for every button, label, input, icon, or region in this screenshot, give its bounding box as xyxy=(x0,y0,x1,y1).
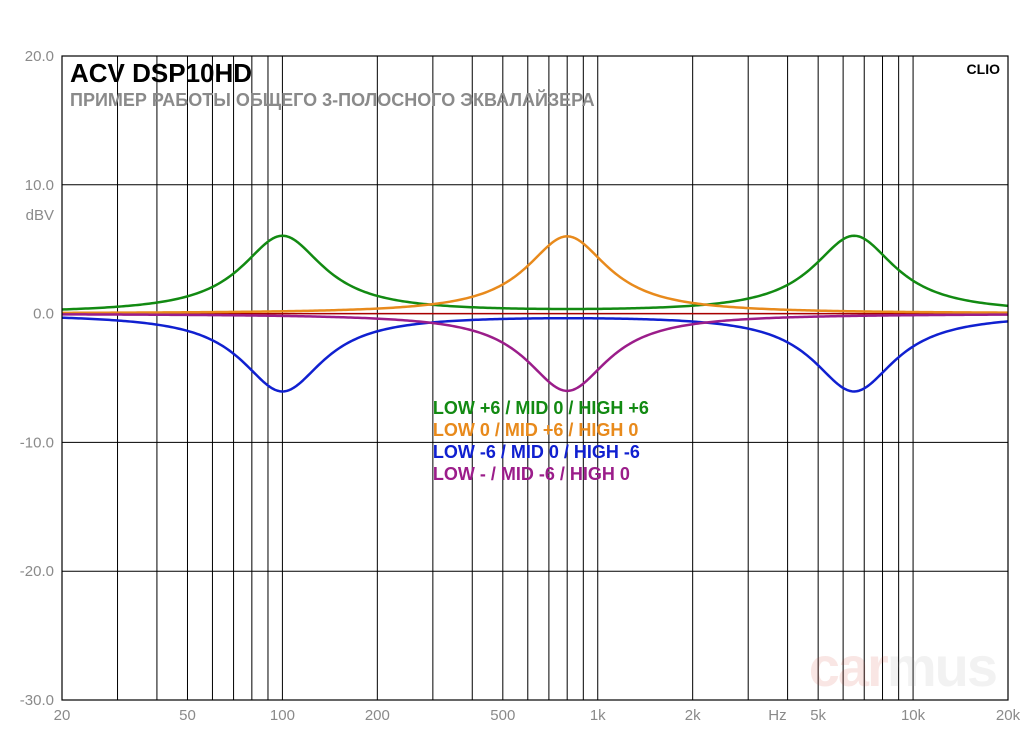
brand-label: CLIO xyxy=(967,61,1001,77)
chart-container: -30.0 -20.0 -10.0 0.0 10.0 20.0 dBV 20 50 100 200 5… xyxy=(0,0,1024,730)
x-tick-label: 20 xyxy=(54,707,71,724)
legend-item: LOW -6 / MID 0 / HIGH -6 xyxy=(433,442,640,462)
eq-response-chart: -30.0 -20.0 -10.0 0.0 10.0 20.0 dBV 20 50 100 200 5… xyxy=(0,0,1024,730)
series-green xyxy=(62,236,1008,310)
series-purple xyxy=(62,314,1008,391)
legend-item: LOW +6 / MID 0 / HIGH +6 xyxy=(433,398,649,418)
x-tick-label: 500 xyxy=(490,707,515,724)
text-layer: -30.0 -20.0 -10.0 0.0 10.0 20.0 dBV 20 50 100 200 5… xyxy=(20,48,1021,724)
series-orange xyxy=(62,236,1008,313)
legend-item: LOW - / MID -6 / HIGH 0 xyxy=(433,464,630,484)
watermark-text: carmus xyxy=(809,635,996,698)
y-tick-label: -20.0 xyxy=(20,563,54,580)
chart-subtitle: ПРИМЕР РАБОТЫ ОБЩЕГО 3-ПОЛОСНОГО ЭКВАЛАЙ… xyxy=(70,89,595,110)
y-tick-label: 20.0 xyxy=(25,48,54,65)
y-tick-label: 0.0 xyxy=(33,306,54,323)
y-unit-label: dBV xyxy=(26,207,54,224)
chart-title: ACV DSP10HD xyxy=(70,58,252,88)
watermark: carmus xyxy=(809,635,996,698)
legend-item: LOW 0 / MID +6 / HIGH 0 xyxy=(433,420,639,440)
x-tick-label: 100 xyxy=(270,707,295,724)
grid-layer xyxy=(62,56,1008,700)
plot-border xyxy=(62,56,1008,700)
y-tick-label: -30.0 xyxy=(20,692,54,709)
y-tick-label: 10.0 xyxy=(25,177,54,194)
x-tick-label: 2k xyxy=(685,707,701,724)
x-tick-label: 20k xyxy=(996,707,1021,724)
series-blue xyxy=(62,318,1008,392)
x-tick-label: 5k xyxy=(810,707,826,724)
x-unit-label: Hz xyxy=(768,707,786,724)
x-tick-label: 1k xyxy=(590,707,606,724)
y-tick-label: -10.0 xyxy=(20,434,54,451)
x-tick-label: 10k xyxy=(901,707,926,724)
x-tick-label: 200 xyxy=(365,707,390,724)
x-tick-label: 50 xyxy=(179,707,196,724)
